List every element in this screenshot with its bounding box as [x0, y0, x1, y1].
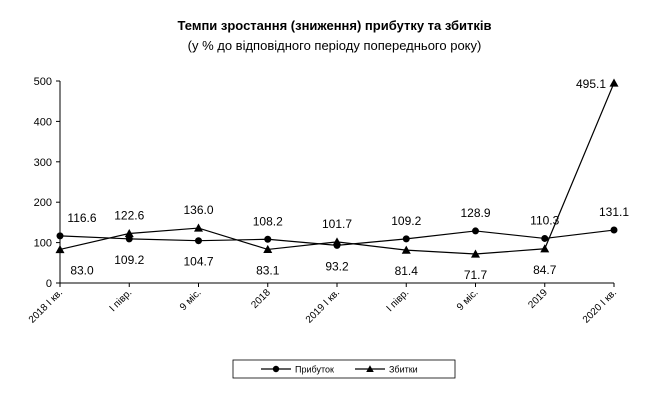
data-label: 109.2 [391, 214, 421, 228]
chart-subtitle: (у % до відповідного періоду попередньог… [187, 38, 482, 53]
y-tick-label: 100 [34, 238, 52, 250]
x-tick-label: 2020 І кв. [581, 287, 619, 325]
data-label: 122.6 [114, 208, 144, 222]
data-label: 108.2 [253, 214, 283, 228]
data-label: 83.0 [70, 263, 94, 277]
data-label: 71.7 [464, 268, 488, 282]
data-label: 110.3 [530, 213, 559, 227]
profit-point [541, 234, 549, 242]
legend-label-losses: Збитки [389, 365, 418, 375]
chart-title: Темпи зростання (зниження) прибутку та з… [177, 18, 492, 33]
legend-marker-losses [366, 365, 374, 373]
data-label: 81.4 [395, 264, 419, 278]
profit-point [610, 226, 618, 234]
y-tick-label: 400 [34, 116, 52, 128]
data-label: 101.7 [322, 217, 352, 231]
y-tick-label: 0 [46, 278, 52, 290]
x-tick-label: 9 міс. [178, 287, 204, 313]
legend-label-profit: Прибуток [295, 365, 334, 375]
profit-point [125, 235, 133, 243]
y-tick-label: 500 [34, 76, 52, 88]
losses-point [263, 244, 273, 254]
x-tick-label: І півр. [385, 287, 412, 314]
y-tick-label: 300 [34, 157, 52, 169]
legend-marker-profit [272, 365, 280, 373]
x-tick-label: 9 міс. [455, 287, 481, 313]
profit-point [472, 227, 479, 235]
x-tick-label: 2019 І кв. [304, 287, 342, 325]
x-tick-label: І півр. [108, 287, 135, 314]
data-label: 93.2 [325, 259, 349, 273]
legend-box [232, 359, 456, 379]
profit-point [402, 235, 410, 243]
data-label: 109.2 [114, 253, 144, 267]
losses-point [124, 228, 134, 238]
losses-point [194, 223, 203, 232]
profit-point [264, 235, 272, 243]
y-tick-label: 200 [34, 197, 52, 209]
losses-point [471, 249, 480, 258]
data-label: 136.0 [183, 203, 213, 217]
profit-point [195, 237, 202, 245]
losses-point [609, 78, 619, 87]
data-label: 495.1 [576, 77, 606, 91]
data-label: 84.7 [533, 263, 557, 277]
data-label: 131.1 [599, 205, 629, 219]
x-tick-label: 2018 [249, 287, 273, 311]
losses-point [332, 237, 342, 246]
x-tick-label: 2018 І кв. [27, 287, 65, 325]
data-label: 128.9 [460, 206, 490, 220]
x-tick-label: 2019 [526, 287, 550, 311]
losses-point [401, 245, 411, 254]
data-label: 116.6 [67, 211, 96, 225]
data-label: 83.1 [256, 263, 280, 277]
profit-point [56, 232, 64, 240]
losses-point [540, 244, 550, 253]
losses-point [55, 244, 65, 254]
data-label: 104.7 [183, 255, 213, 269]
